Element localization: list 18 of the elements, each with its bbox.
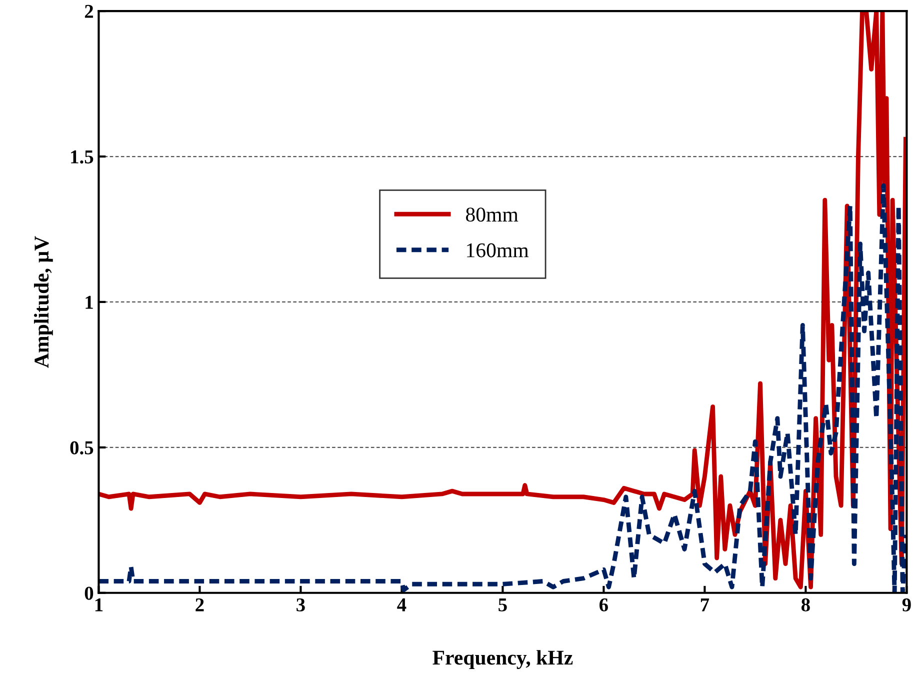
x-tick-label: 8 [801, 598, 810, 612]
y-tick-label: 2 [84, 4, 94, 18]
x-axis-title: Frequency, kHz [432, 650, 573, 670]
y-tick-label: 1.5 [71, 150, 94, 164]
y-axis-title: Amplitude, μV [34, 236, 53, 368]
x-tick-label: 4 [397, 598, 406, 612]
x-tick-label: 3 [296, 598, 305, 612]
legend-label: 160mm [467, 243, 529, 258]
x-tick-label: 1 [95, 598, 103, 612]
x-tick-label: 7 [700, 598, 710, 612]
legend-label: 80mm [466, 208, 518, 222]
y-tick-label: 0.5 [70, 441, 94, 454]
y-tick-label: 1 [86, 296, 93, 309]
x-tick-label: 9 [902, 598, 911, 612]
x-tick-label: 6 [600, 598, 608, 612]
x-tick-label: 2 [196, 598, 204, 612]
y-tick-label: 0 [84, 586, 94, 600]
x-tick-label: 5 [498, 598, 507, 612]
